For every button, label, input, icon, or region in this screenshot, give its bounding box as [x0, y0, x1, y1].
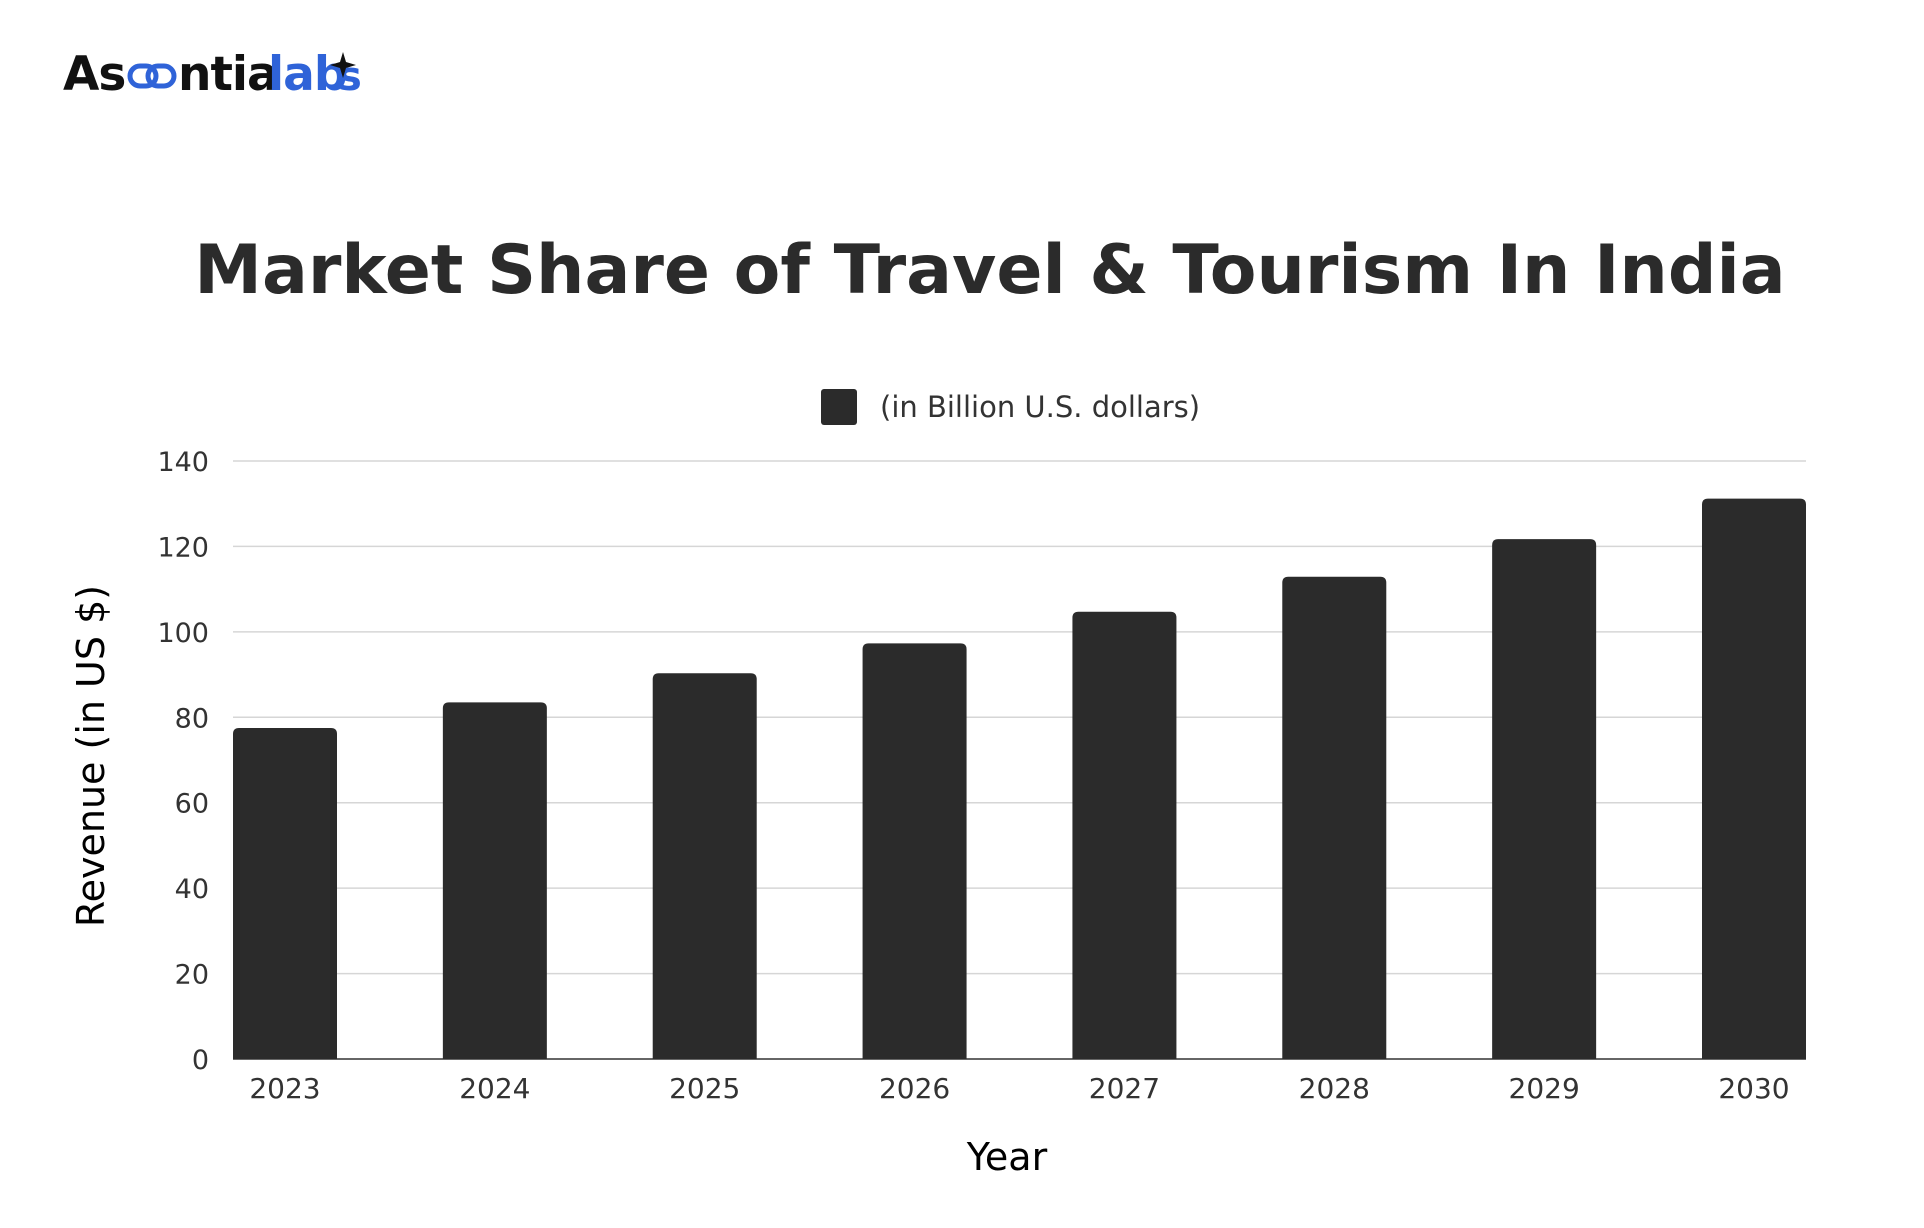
- x-tick-label: 2026: [879, 1072, 950, 1105]
- x-axis-label: Year: [966, 1135, 1048, 1179]
- y-axis-ticks: 0 20 40 60 80 100 120 140: [157, 447, 209, 1076]
- bar-2030: [1702, 498, 1806, 1059]
- svg-text:As: As: [63, 47, 125, 102]
- x-axis-ticks: 2023 2024 2025 2026 2027 2028 2029 2030: [249, 1072, 1789, 1105]
- y-tick-label: 60: [175, 789, 209, 820]
- y-tick-label: 40: [175, 874, 209, 905]
- x-tick-label: 2025: [669, 1072, 740, 1105]
- bar-2023: [233, 727, 337, 1059]
- legend-swatch: [821, 389, 857, 425]
- bar-2024: [442, 702, 547, 1059]
- x-tick-label: 2030: [1718, 1072, 1789, 1105]
- y-axis-label: Revenue (in US $): [69, 585, 113, 927]
- y-tick-label: 80: [175, 703, 209, 734]
- bar-2026: [862, 643, 967, 1059]
- y-tick-label: 140: [157, 447, 209, 478]
- ascentialabs-logo: As ntia lab s: [63, 47, 362, 102]
- legend: (in Billion U.S. dollars): [821, 389, 1200, 425]
- svg-text:ntia: ntia: [178, 47, 278, 102]
- x-tick-label: 2028: [1299, 1072, 1370, 1105]
- sparkle-icon: [330, 52, 356, 78]
- svg-text:lab: lab: [268, 47, 346, 102]
- chain-link-icon: [127, 63, 177, 89]
- legend-label: (in Billion U.S. dollars): [880, 390, 1200, 424]
- bar-2027: [1072, 611, 1177, 1059]
- bar-2025: [652, 673, 757, 1059]
- y-tick-label: 0: [192, 1045, 209, 1076]
- y-tick-label: 100: [157, 618, 209, 649]
- x-tick-label: 2027: [1089, 1072, 1160, 1105]
- chart-title: Market Share of Travel & Tourism In Indi…: [194, 231, 1785, 310]
- y-tick-label: 20: [175, 960, 209, 991]
- bar-2029: [1492, 539, 1597, 1059]
- x-tick-label: 2029: [1509, 1072, 1580, 1105]
- bars: [233, 498, 1806, 1059]
- bar-2028: [1282, 576, 1387, 1059]
- x-tick-label: 2023: [249, 1072, 320, 1105]
- x-tick-label: 2024: [459, 1072, 530, 1105]
- y-tick-label: 120: [157, 532, 209, 563]
